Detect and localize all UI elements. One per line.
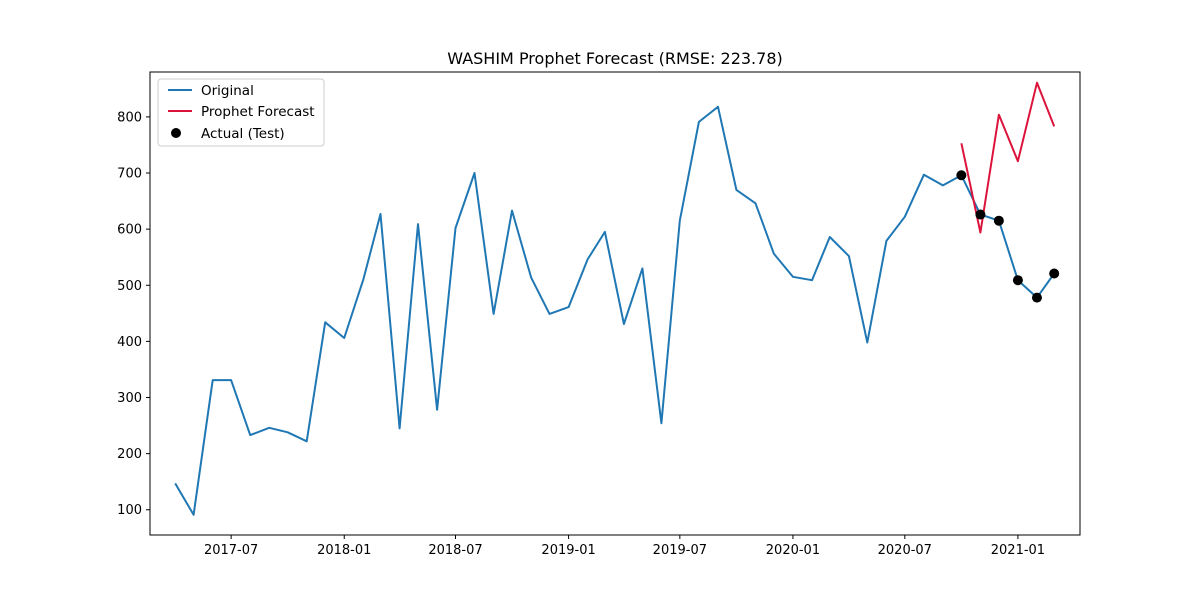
chart-title: WASHIM Prophet Forecast (RMSE: 223.78) [447, 49, 783, 68]
x-tick-label: 2020-01 [766, 543, 820, 558]
x-tick-label: 2018-01 [317, 543, 371, 558]
legend-label-original: Original [201, 83, 254, 99]
y-tick-label: 200 [117, 447, 142, 462]
x-axis: 2017-07 2018-01 2018-07 2019-01 2019-07 2020-… [204, 535, 1045, 558]
series-layer [174, 81, 1060, 516]
y-tick-label: 500 [117, 279, 142, 294]
legend-swatch-actual [171, 128, 181, 138]
y-tick-label: 700 [117, 167, 142, 182]
legend-label-actual: Actual (Test) [201, 126, 285, 142]
y-tick-label: 800 [117, 110, 142, 125]
y-tick-label: 600 [117, 223, 142, 238]
y-tick-label: 100 [117, 503, 142, 518]
plot-area [149, 71, 1081, 536]
x-tick-label: 2020-07 [878, 543, 932, 558]
x-tick-label: 2021-01 [991, 543, 1045, 558]
x-tick-label: 2017-07 [204, 543, 258, 558]
actual-test-point [1049, 268, 1060, 279]
legend: Original Prophet Forecast Actual (Test) [157, 78, 325, 147]
actual-test-point [1031, 292, 1042, 303]
actual-test-point [975, 209, 986, 220]
actual-test-point [993, 215, 1004, 226]
y-tick-label: 300 [117, 391, 142, 406]
x-tick-label: 2019-07 [653, 543, 707, 558]
legend-box [157, 78, 325, 147]
x-tick-label: 2018-07 [428, 543, 482, 558]
legend-label-forecast: Prophet Forecast [201, 104, 315, 120]
actual-test-point [956, 170, 967, 181]
x-tick-label: 2019-01 [541, 543, 595, 558]
y-axis: 100 200 300 400 500 600 700 800 [117, 110, 150, 518]
series-line-original [174, 105, 1056, 516]
actual-test-point [1012, 275, 1023, 286]
y-tick-label: 400 [117, 335, 142, 350]
